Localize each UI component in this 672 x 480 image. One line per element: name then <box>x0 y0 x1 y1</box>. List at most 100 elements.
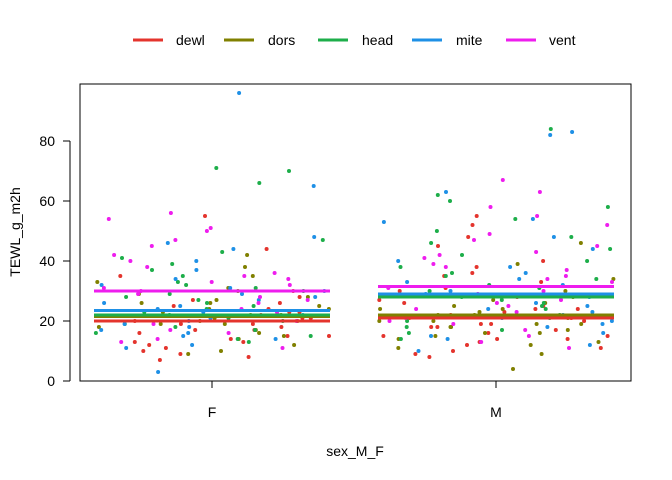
point-vent-37 <box>506 304 511 308</box>
point-dors-37 <box>565 328 570 332</box>
point-dors-56 <box>528 343 533 347</box>
point-dewl-51 <box>470 271 475 275</box>
point-mite-53 <box>600 322 605 326</box>
point-vent-31 <box>479 340 484 344</box>
point-vent-24 <box>151 322 156 326</box>
point-mite-17 <box>311 184 316 188</box>
point-dors-57 <box>537 331 542 335</box>
point-dors-11 <box>317 304 322 308</box>
point-vent-6 <box>258 295 262 299</box>
point-mite-33 <box>601 331 606 335</box>
point-head-33 <box>405 319 410 323</box>
point-dors-43 <box>477 310 482 314</box>
point-dewl-45 <box>575 307 580 311</box>
point-head-8 <box>167 292 172 296</box>
point-mite-52 <box>548 133 553 137</box>
point-dewl-23 <box>178 352 183 356</box>
legend-item-dewl: dewl <box>133 32 205 48</box>
point-vent-17 <box>208 226 213 230</box>
point-vent-18 <box>106 217 111 221</box>
point-dors-30 <box>511 367 515 371</box>
series-vent <box>101 178 614 350</box>
point-head-30 <box>398 337 403 341</box>
point-mite-43 <box>523 271 528 275</box>
point-head-58 <box>540 304 544 308</box>
point-dors-14 <box>305 295 310 299</box>
point-vent-1 <box>155 337 160 341</box>
point-head-44 <box>460 253 464 257</box>
point-dewl-68 <box>565 337 570 341</box>
point-head-41 <box>450 271 454 275</box>
y-tick-label-20: 20 <box>39 313 55 329</box>
point-mite-51 <box>570 130 575 134</box>
point-vent-14 <box>149 244 154 248</box>
point-vent-9 <box>286 277 291 281</box>
point-vent-41 <box>610 280 614 284</box>
point-head-0 <box>246 340 251 344</box>
point-head-38 <box>427 289 432 293</box>
point-head-43 <box>585 259 590 263</box>
point-mite-40 <box>448 289 453 293</box>
point-vent-16 <box>204 229 209 233</box>
point-head-28 <box>235 337 240 341</box>
point-dewl-17 <box>277 301 282 305</box>
x-axis-label: sex_M_F <box>326 443 384 459</box>
point-head-40 <box>594 277 599 281</box>
point-vent-26 <box>209 280 214 284</box>
point-dors-28 <box>250 274 255 278</box>
point-dewl-37 <box>486 331 491 335</box>
legend-item-mite: mite <box>412 32 483 48</box>
point-head-12 <box>150 268 154 272</box>
point-dewl-24 <box>157 358 162 362</box>
point-dewl-3 <box>327 334 331 338</box>
point-dewl-60 <box>435 325 440 329</box>
point-dors-22 <box>158 322 163 326</box>
point-vent-22 <box>136 292 141 296</box>
y-tick-label-60: 60 <box>39 193 55 209</box>
point-vent-0 <box>280 346 285 350</box>
point-mite-42 <box>517 277 522 281</box>
point-dors-58 <box>534 322 539 326</box>
point-head-14 <box>120 256 124 260</box>
point-dors-16 <box>95 280 100 284</box>
point-head-11 <box>180 274 185 278</box>
point-head-10 <box>175 280 180 284</box>
point-head-42 <box>398 265 403 269</box>
point-mite-23 <box>187 325 192 329</box>
point-mite-44 <box>508 265 513 269</box>
point-head-7 <box>196 298 201 302</box>
point-mite-7 <box>178 304 183 308</box>
point-mite-45 <box>396 259 401 263</box>
point-vent-50 <box>605 223 610 227</box>
point-head-19 <box>287 169 291 173</box>
plot-frame <box>79 83 632 382</box>
point-dors-1 <box>292 343 297 347</box>
point-mite-4 <box>122 322 127 326</box>
point-dors-39 <box>579 322 584 326</box>
point-dewl-40 <box>478 322 483 326</box>
point-mite-48 <box>381 220 386 224</box>
point-vent-34 <box>451 322 456 326</box>
point-dors-17 <box>243 265 247 269</box>
data-points <box>93 91 616 374</box>
point-dors-50 <box>515 262 520 266</box>
point-dewl-33 <box>451 349 455 353</box>
point-dors-40 <box>431 319 436 323</box>
point-vent-55 <box>494 301 499 305</box>
point-vent-48 <box>472 238 476 242</box>
point-dors-12 <box>139 301 144 305</box>
point-head-2 <box>253 328 257 332</box>
legend-label-dors: dors <box>268 32 295 48</box>
point-mite-13 <box>194 259 199 263</box>
point-head-26 <box>173 325 178 329</box>
point-dors-0 <box>219 349 223 353</box>
point-mite-38 <box>534 301 538 305</box>
point-mite-1 <box>124 346 129 350</box>
point-dewl-52 <box>541 259 546 263</box>
y-tick-label-0: 0 <box>47 373 55 389</box>
point-vent-13 <box>112 253 117 257</box>
legend-label-mite: mite <box>456 32 483 48</box>
point-head-49 <box>605 205 610 209</box>
series-dors <box>95 241 616 371</box>
point-head-55 <box>499 298 504 302</box>
